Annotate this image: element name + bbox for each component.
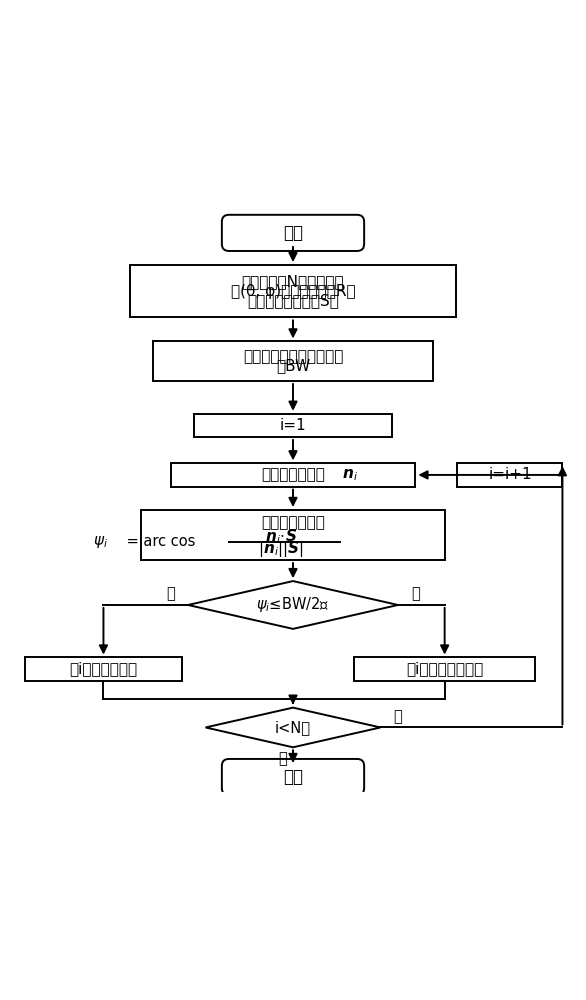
Bar [153, 341, 433, 381]
Text: 否: 否 [278, 751, 287, 766]
Text: i=1: i=1 [280, 418, 306, 433]
FancyBboxPatch shape [222, 759, 364, 795]
Text: 计算各天线单元: 计算各天线单元 [261, 515, 325, 530]
Text: 求该单位外法矢: 求该单位外法矢 [261, 467, 325, 482]
FancyBboxPatch shape [222, 215, 364, 251]
Bar [194, 414, 392, 437]
Text: 是: 是 [394, 709, 403, 724]
Text: 角(θ, φ)，选取合适的R，: 角(θ, φ)，选取合适的R， [231, 284, 355, 299]
Text: $\psi_i$: $\psi_i$ [93, 534, 108, 550]
Text: 确定波束指向向量S。: 确定波束指向向量S。 [247, 293, 339, 308]
Text: 第i个单元被选中: 第i个单元被选中 [69, 662, 138, 677]
Text: i<N？: i<N？ [275, 720, 311, 735]
Text: 开始: 开始 [283, 224, 303, 242]
Text: = arc cos: = arc cos [122, 534, 196, 549]
Text: 确定天线自由空间波束宽: 确定天线自由空间波束宽 [243, 349, 343, 364]
Bar [458, 463, 563, 487]
Bar [141, 510, 445, 560]
Text: $|\boldsymbol{n}_i||\boldsymbol{S}|$: $|\boldsymbol{n}_i||\boldsymbol{S}|$ [258, 539, 304, 559]
Text: 给定单元数N，确定扫描: 给定单元数N，确定扫描 [241, 274, 345, 289]
Bar [130, 265, 456, 317]
Bar [171, 463, 415, 487]
Text: 否: 否 [411, 586, 420, 601]
Text: 度BW: 度BW [276, 358, 310, 373]
Bar [355, 657, 535, 681]
Polygon shape [206, 708, 380, 747]
Bar [25, 657, 182, 681]
Text: 第i个单元不被选中: 第i个单元不被选中 [406, 662, 483, 677]
Text: i=i+1: i=i+1 [488, 467, 532, 482]
Text: 是: 是 [166, 586, 175, 601]
Text: $\boldsymbol{n}_i$: $\boldsymbol{n}_i$ [342, 467, 358, 483]
Text: 结束: 结束 [283, 768, 303, 786]
Text: $\boldsymbol{n}_i\!\cdot\!\boldsymbol{S}$: $\boldsymbol{n}_i\!\cdot\!\boldsymbol{S}… [265, 527, 298, 546]
Polygon shape [188, 581, 398, 629]
Text: $\psi_i$≤BW/2？: $\psi_i$≤BW/2？ [257, 595, 329, 614]
